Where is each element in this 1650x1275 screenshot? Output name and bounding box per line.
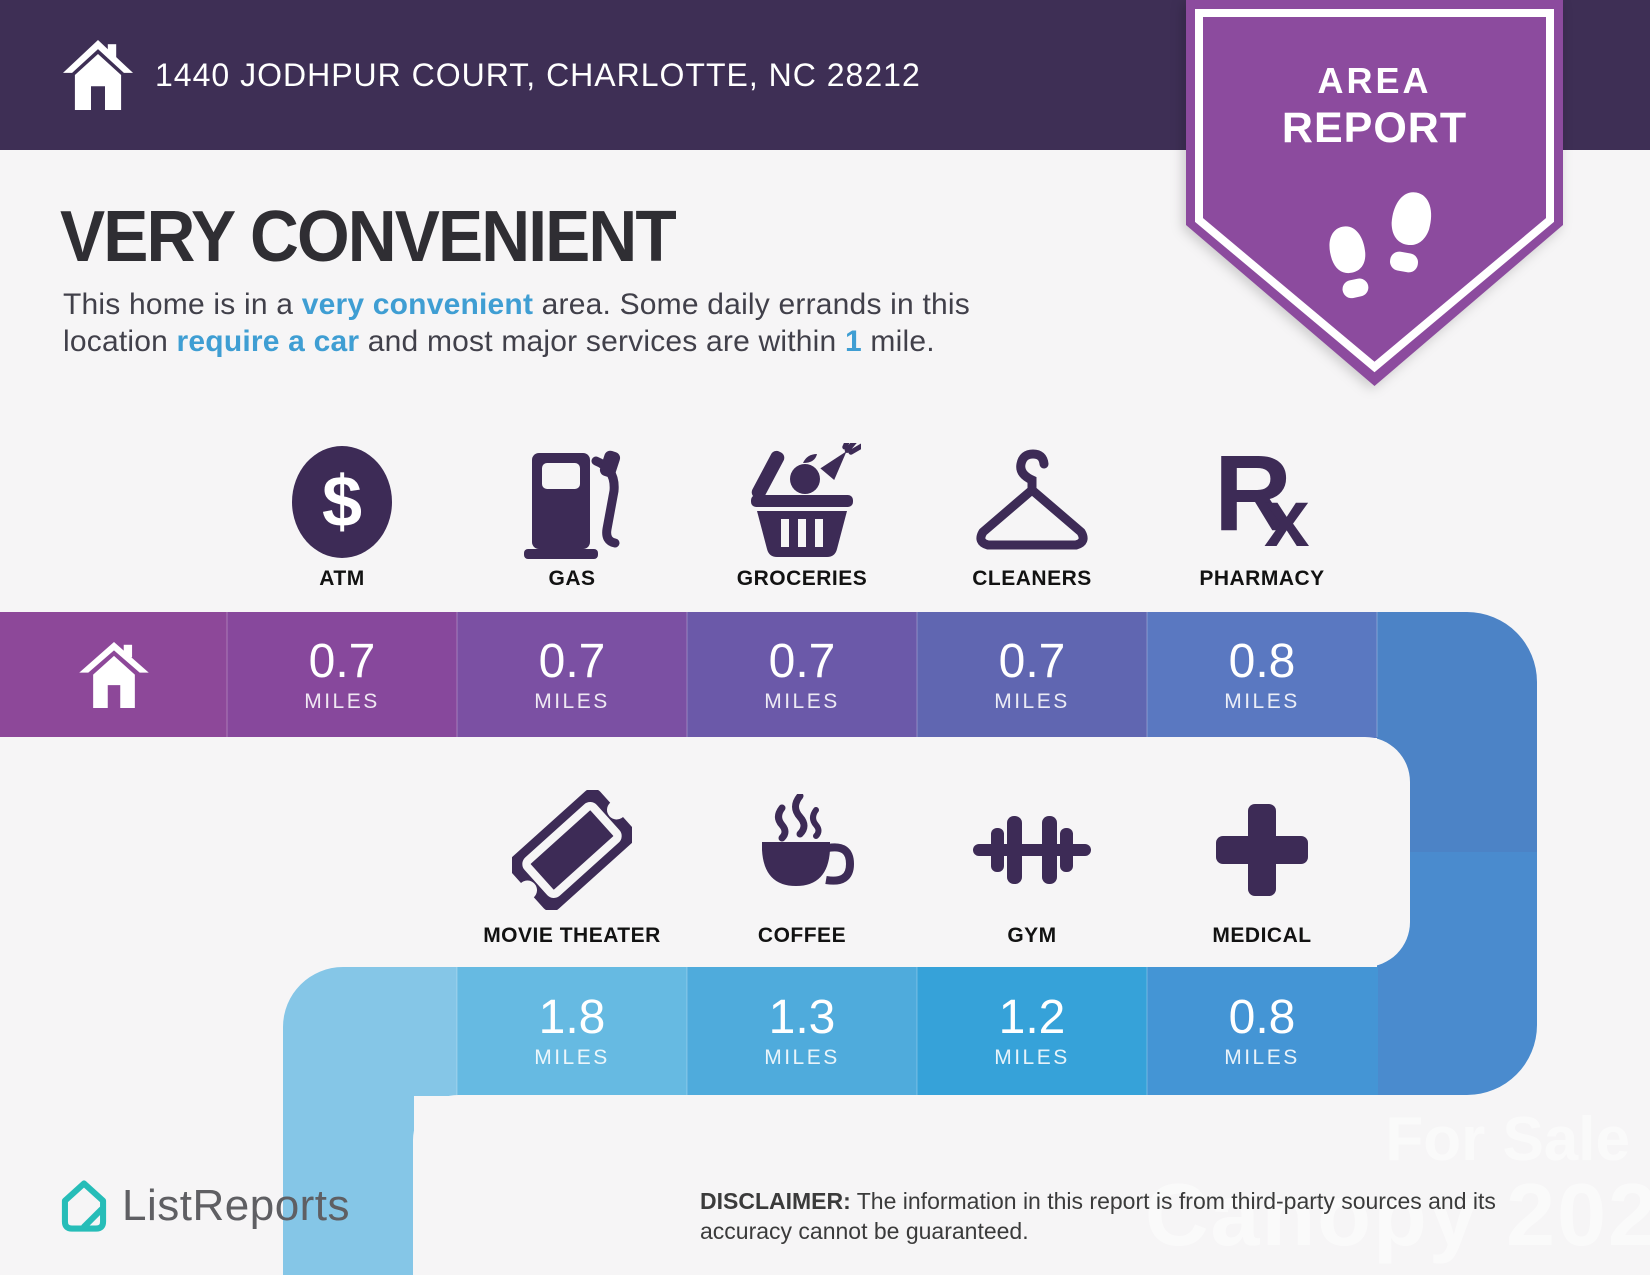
amenity-label: CLEANERS	[972, 567, 1092, 590]
amenity-label: GYM	[1007, 924, 1057, 947]
disclaimer-label: DISCLAIMER:	[700, 1188, 851, 1214]
amenity-label: GAS	[548, 567, 596, 590]
dumbbell-icon	[917, 792, 1147, 908]
amenity-label: MEDICAL	[1212, 924, 1312, 947]
distance-cell: 1.8 MILES	[457, 967, 687, 1095]
area-report-badge	[1186, 0, 1563, 386]
desc-text: and most major services are within	[359, 325, 845, 358]
disclaimer-text: accuracy cannot be guaranteed.	[700, 1218, 1029, 1244]
footprints-icon	[1329, 192, 1432, 299]
distance-unit: MILES	[764, 689, 840, 713]
desc-text: area. Some daily errands in this	[533, 288, 970, 321]
listreports-house-icon	[61, 1180, 107, 1232]
rx-r: R	[1214, 432, 1292, 553]
desc-highlight: 1	[844, 325, 862, 358]
distance-value: 0.8	[1228, 991, 1296, 1044]
amenity-label: GROCERIES	[736, 567, 868, 590]
distance-value: 0.7	[768, 634, 836, 688]
rx-icon: R x	[1147, 432, 1377, 564]
atm-dollar-icon: $	[227, 440, 457, 564]
desc-highlight: very convenient	[301, 288, 534, 321]
listreports-logo: ListReports	[58, 1178, 350, 1234]
watermark-line1: For Sale	[1385, 1105, 1630, 1174]
amenity-label: MOVIE THEATER	[483, 924, 661, 947]
amenity-label: COFFEE	[757, 924, 847, 947]
distance-value: 0.7	[998, 634, 1066, 688]
distance-unit: MILES	[534, 1046, 610, 1069]
distance-unit: MILES	[1224, 689, 1300, 713]
distance-value: 1.2	[998, 991, 1066, 1044]
desc-text: This home is in a	[63, 288, 302, 321]
disclaimer: DISCLAIMER: The information in this repo…	[700, 1186, 1530, 1246]
distance-unit: MILES	[304, 689, 380, 713]
distance-value: 0.7	[308, 634, 376, 688]
distance-unit: MILES	[534, 689, 610, 713]
amenity-label: PHARMACY	[1199, 567, 1325, 590]
rx-x: x	[1264, 473, 1310, 564]
disclaimer-text: The information in this report is from t…	[850, 1188, 1496, 1214]
ticket-icon	[457, 790, 687, 910]
medical-cross-icon	[1147, 792, 1377, 908]
amenity-label: ATM	[319, 567, 365, 590]
distance-unit: MILES	[764, 1046, 840, 1069]
brand-name: ListReports	[122, 1181, 351, 1230]
desc-text: mile.	[861, 325, 935, 358]
desc-text: location	[63, 325, 177, 358]
property-address: 1440 JODHPUR COURT, CHARLOTTE, NC 28212	[155, 56, 921, 93]
page-title: VERY CONVENIENT	[60, 197, 677, 277]
badge-line2: REPORT	[1281, 104, 1468, 152]
grocery-basket-icon	[687, 440, 917, 564]
home-icon	[63, 40, 133, 110]
home-marker	[0, 612, 227, 737]
badge-line1: AREA	[1317, 60, 1432, 101]
distance-cell: 0.8 MILES	[1147, 967, 1377, 1095]
description: This home is in a very convenient area. …	[63, 286, 970, 360]
distance-cell: 0.7 MILES	[457, 612, 687, 737]
distance-unit: MILES	[994, 689, 1070, 713]
distance-cell: 0.8 MILES	[1147, 612, 1377, 737]
distance-cell: 0.7 MILES	[687, 612, 917, 737]
distance-unit: MILES	[1224, 1046, 1300, 1069]
hanger-icon	[917, 440, 1147, 564]
distance-unit: MILES	[994, 1046, 1070, 1069]
coffee-cup-icon	[687, 792, 917, 908]
distance-value: 1.8	[538, 991, 606, 1044]
dollar-glyph: $	[321, 462, 363, 542]
distance-cell: 0.7 MILES	[227, 612, 457, 737]
distance-value: 0.8	[1228, 634, 1296, 688]
distance-cell: 0.7 MILES	[917, 612, 1147, 737]
gas-pump-icon	[457, 440, 687, 564]
desc-highlight: require a car	[176, 325, 360, 358]
distance-cell: 1.2 MILES	[917, 967, 1147, 1095]
distance-value: 0.7	[538, 634, 606, 688]
distance-value: 1.3	[768, 991, 836, 1044]
distance-cell: 1.3 MILES	[687, 967, 917, 1095]
